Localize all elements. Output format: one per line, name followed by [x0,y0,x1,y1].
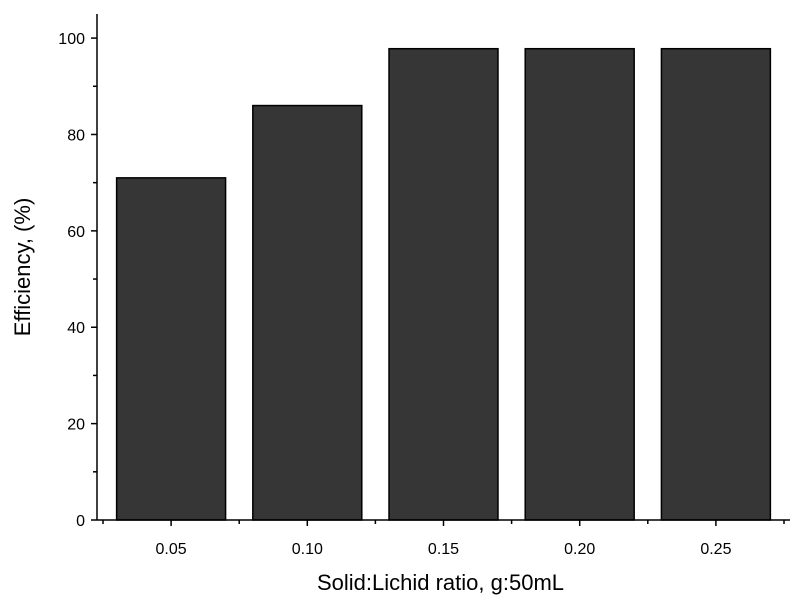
y-tick-label-100: 100 [58,31,85,48]
bar-0.20 [524,47,635,521]
x-tick-label-0.10: 0.10 [292,541,323,558]
x-axis-label: Solid:Lichid ratio, g:50mL [317,570,564,595]
bar-series [115,47,772,521]
y-axis-label: Efficiency, (%) [10,198,35,337]
y-tick-label-40: 40 [67,320,85,337]
x-tick-label-0.20: 0.20 [564,541,595,558]
x-tick-label-0.15: 0.15 [428,541,459,558]
y-tick-label-20: 20 [67,417,85,434]
x-axis-ticks: 0.05 0.10 0.15 0.20 0.25 [102,520,785,558]
y-tick-label-60: 60 [67,224,85,241]
y-axis-ticks: 0 20 40 60 80 100 [58,31,97,530]
bar-0.10 [252,104,363,521]
y-tick-label-0: 0 [76,513,85,530]
x-tick-label-0.05: 0.05 [156,541,187,558]
bar-0.15 [388,47,499,521]
y-tick-label-80: 80 [67,127,85,144]
x-tick-label-0.25: 0.25 [700,541,731,558]
bar-0.05 [115,177,227,521]
bar-0.25 [660,47,772,521]
